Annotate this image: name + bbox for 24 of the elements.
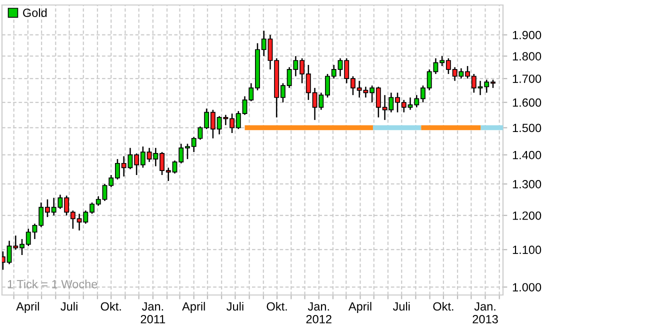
y-tick-label: 1.200 (512, 211, 542, 220)
y-tick-label: 1.500 (512, 124, 542, 132)
y-tick-label: 1.100 (512, 246, 542, 254)
x-tick-label: April (182, 302, 205, 313)
x-tick-label: Jan. 2012 (306, 302, 332, 324)
y-tick-label: 1.700 (512, 74, 542, 83)
x-tick-label: April (348, 302, 372, 313)
x-tick-label: April (16, 302, 39, 313)
y-tick-label: 1.600 (512, 98, 542, 107)
x-tick-label: Juli (226, 302, 244, 311)
x-tick-label: Jan. 2013 (472, 302, 498, 324)
y-tick-label: 1.000 (512, 283, 542, 292)
x-tick-label: Juli (392, 302, 410, 311)
x-tick-label: Okt. (433, 302, 454, 311)
y-tick-label: 1.300 (512, 180, 542, 188)
y-tick-label: 1.900 (512, 30, 542, 40)
y-tick-label: 1.400 (512, 150, 542, 160)
y-tick-label: 1.800 (512, 52, 542, 60)
x-tick-label: Okt. (266, 302, 287, 311)
x-tick-label: Okt. (100, 302, 121, 311)
legend-label: Gold (23, 8, 47, 17)
x-tick-label: Jan. 2011 (140, 302, 166, 324)
x-tick-label: Juli (60, 302, 78, 311)
annotation: 1 Tick = 1 Woche (8, 280, 98, 288)
